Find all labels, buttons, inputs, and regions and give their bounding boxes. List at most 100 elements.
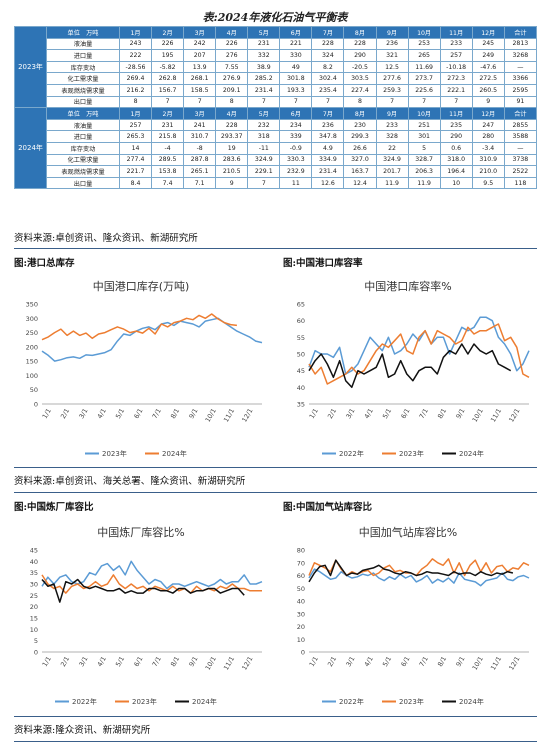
table-cell: 303.5 xyxy=(343,72,377,85)
table-cell: -4 xyxy=(151,141,185,155)
month-header: 10月 xyxy=(407,26,441,39)
table-cell: 265.3 xyxy=(118,130,153,143)
y-tick-label: 20 xyxy=(297,623,305,631)
y-tick-label: 40 xyxy=(297,384,305,392)
table-cell: 156.7 xyxy=(151,83,185,97)
table-cell: 209.1 xyxy=(215,83,249,97)
chart-gas-station-capacity-ratio: 中国加气站库容比% 0 10 20 30 40 50 60 70 80 1/1 2/1 3/1 4/1 5/… xyxy=(279,516,537,730)
table-cell: 310.9 xyxy=(471,153,505,167)
x-tick-label: 2/1 xyxy=(326,407,338,420)
source-note-3: 资料来源:隆众资讯、新湖研究所 xyxy=(14,725,151,736)
table-cell: 12.4 xyxy=(343,176,377,190)
y-tick-label: 50 xyxy=(297,585,305,593)
month-header: 7月 xyxy=(311,26,345,39)
divider xyxy=(14,467,537,468)
table-cell: 229.1 xyxy=(247,165,281,178)
x-tick-label: 2/1 xyxy=(326,655,338,668)
table-cell: 228 xyxy=(343,37,377,51)
section-title-port-capacity: 图:中国港口库容率 xyxy=(283,258,363,269)
x-tick-label: 9/1 xyxy=(187,655,199,668)
month-header: 8月 xyxy=(343,107,377,120)
series-line xyxy=(308,343,512,389)
year-cell: 2024年 xyxy=(14,107,47,190)
y-tick-label: 25 xyxy=(30,592,38,600)
table-cell: 26.6 xyxy=(343,141,377,155)
x-tick-label: 1/1 xyxy=(308,655,320,668)
table-cell: 11.69 xyxy=(407,60,441,74)
table-cell: 7 xyxy=(407,95,441,109)
x-tick-label: 12/1 xyxy=(507,407,521,424)
x-tick-label: 8/1 xyxy=(169,407,181,420)
table-cell: 231.4 xyxy=(311,165,345,178)
month-header: 12月 xyxy=(471,107,505,120)
x-tick-label: 3/1 xyxy=(344,407,356,420)
y-tick-label: 100 xyxy=(26,372,38,380)
table-cell: 301.8 xyxy=(279,72,313,85)
table-cell: 262.8 xyxy=(151,72,185,85)
table-cell: 235 xyxy=(439,118,473,132)
table-cell: 2595 xyxy=(503,83,538,97)
month-header: 11月 xyxy=(439,26,473,39)
table-cell: 283.6 xyxy=(215,153,249,167)
y-tick-label: 60 xyxy=(297,572,305,580)
table-cell: 7 xyxy=(375,95,409,109)
month-header: 10月 xyxy=(407,107,441,120)
x-tick-label: 11/1 xyxy=(222,655,236,672)
table-cell: 49 xyxy=(279,60,313,74)
x-tick-label: 8/1 xyxy=(169,655,181,668)
row-label: 出口量 xyxy=(46,95,120,109)
row-label: 库存变动 xyxy=(46,60,120,74)
table-cell: 249 xyxy=(471,49,505,62)
table-row: 化工需求量 269.4 262.8 268.1 276.9 285.2 301.8 302.4… xyxy=(15,72,538,85)
table-cell: 276 xyxy=(215,49,249,62)
section-title-port-inventory: 图:港口总库存 xyxy=(14,258,75,269)
table-cell: 277.6 xyxy=(375,72,409,85)
x-tick-label: 6/1 xyxy=(132,655,144,668)
table-cell: 215.8 xyxy=(151,130,185,143)
table-cell: 3738 xyxy=(503,153,538,167)
legend-label: 2022年 xyxy=(72,697,97,706)
chart-title: 中国港口库容率% xyxy=(364,279,451,293)
table-cell: 11.9 xyxy=(407,176,441,190)
section-title-refinery: 图:中国炼厂库容比 xyxy=(14,502,94,513)
x-tick-label: 11/1 xyxy=(489,655,503,672)
y-tick-label: 300 xyxy=(26,315,38,323)
table-cell: -47.6 xyxy=(471,60,505,74)
month-header: 4月 xyxy=(215,107,249,120)
row-label: 化工需求量 xyxy=(46,153,120,167)
table-cell: 9.5 xyxy=(471,176,505,190)
table-cell: 226 xyxy=(151,37,185,51)
x-tick-label: 7/1 xyxy=(151,407,163,420)
year-cell: 2023年 xyxy=(14,25,47,109)
table-cell: 193.3 xyxy=(279,83,313,97)
legend-label: 2023年 xyxy=(132,697,157,706)
table-row: 液油量 257 231 241 228 232 234 236 230 233 251 235 247 2… xyxy=(15,118,538,132)
legend-label: 2024年 xyxy=(459,449,484,458)
x-tick-label: 2/1 xyxy=(59,407,71,420)
x-tick-label: 9/1 xyxy=(454,655,466,668)
y-tick-label: 80 xyxy=(297,547,305,555)
y-tick-label: 30 xyxy=(297,610,305,618)
table-cell: 9 xyxy=(471,95,505,109)
table-cell: 222.1 xyxy=(439,83,473,97)
table-cell: 233 xyxy=(375,118,409,132)
x-tick-label: 5/1 xyxy=(114,655,126,668)
table-cell: 7 xyxy=(151,95,185,109)
table-cell: 328 xyxy=(375,130,409,143)
table-cell: 236 xyxy=(375,37,409,51)
table-cell: 163.7 xyxy=(343,165,377,178)
table-cell: 2855 xyxy=(503,118,538,132)
row-label: 出口量 xyxy=(46,176,120,190)
x-tick-label: 6/1 xyxy=(399,655,411,668)
y-tick-label: 10 xyxy=(30,626,38,634)
chart-port-inventory: 中国港口库存(万吨) 0 50 100 150 200 250 300 350 1/1 2/1 3/1… xyxy=(12,270,270,484)
table-cell: -5.82 xyxy=(151,60,185,74)
table-cell: 232.9 xyxy=(279,165,313,178)
x-tick-label: 1/1 xyxy=(41,655,53,668)
month-header: 3月 xyxy=(183,26,217,39)
month-header: 12月 xyxy=(471,26,505,39)
month-header: 4月 xyxy=(215,26,249,39)
y-tick-label: 10 xyxy=(297,636,305,644)
table-cell: 195 xyxy=(151,49,185,62)
table-cell: 265.1 xyxy=(183,165,217,178)
